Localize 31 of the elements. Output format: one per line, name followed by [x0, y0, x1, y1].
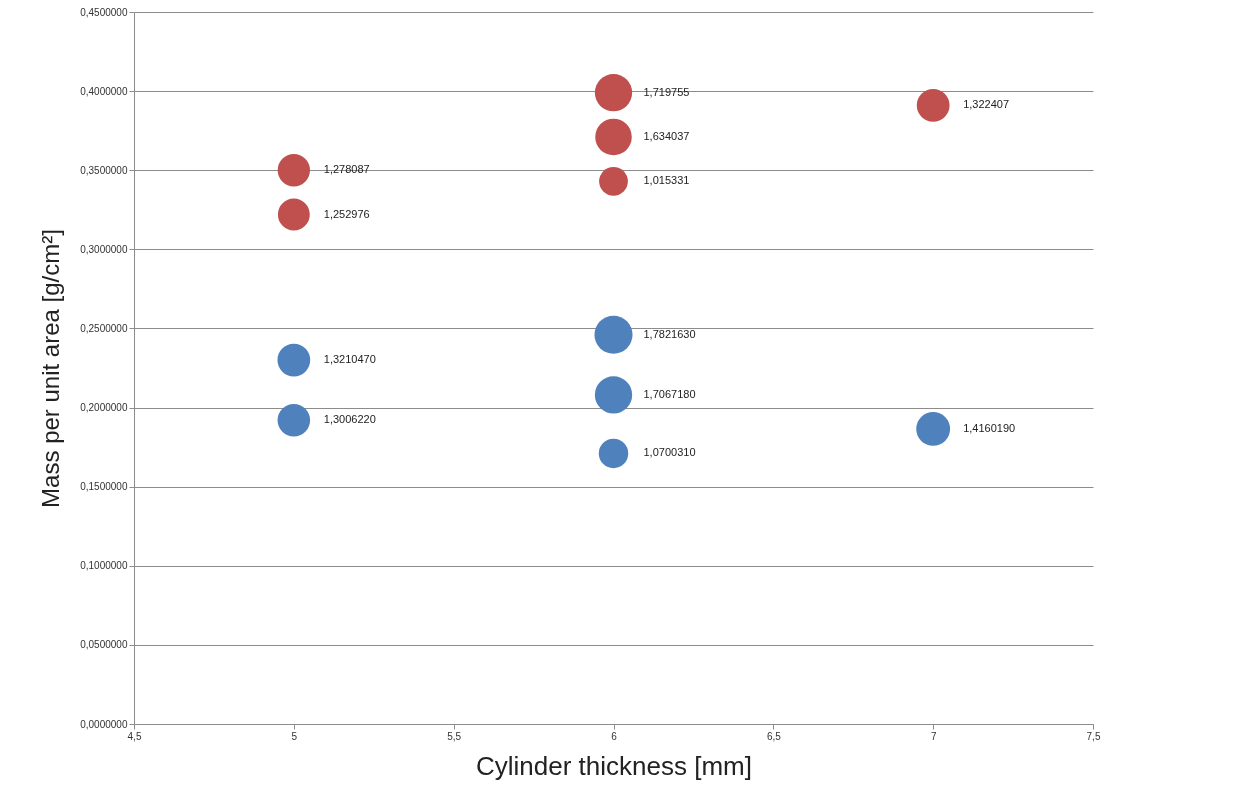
y-tick-label: 0,3500000 — [80, 164, 128, 176]
data-label: 1,7067180 — [643, 387, 696, 400]
data-label: 1,278087 — [323, 163, 370, 176]
data-label: 1,015331 — [643, 174, 690, 187]
y-tick-label: 0,3000000 — [80, 243, 128, 255]
data-label: 1,7821630 — [643, 327, 696, 340]
x-tick-label: 5,5 — [447, 730, 462, 742]
data-label: 1,634037 — [643, 130, 690, 142]
y-tick-label: 0,4500000 — [80, 6, 128, 18]
y-tick-label: 0,2500000 — [80, 322, 128, 334]
data-label: 1,3210470 — [323, 353, 376, 366]
y-tick-label: 0,4000000 — [80, 85, 128, 97]
y-tick-label: 0,0000000 — [80, 718, 128, 730]
data-label: 1,252976 — [323, 207, 370, 220]
data-label: 1,3006220 — [323, 413, 376, 426]
x-tick-label: 6,5 — [766, 730, 782, 742]
data-label: 1,4160190 — [963, 421, 1016, 434]
data-label: 1,322407 — [963, 98, 1010, 111]
y-axis-title: Mass per unit area [g/cm²] — [37, 229, 65, 508]
y-tick-label: 0,1000000 — [80, 560, 128, 572]
y-tick-label: 0,0500000 — [80, 639, 128, 651]
y-tick-label: 0,2000000 — [80, 402, 128, 414]
data-label: 1,719755 — [643, 85, 690, 98]
x-tick-label: 7 — [930, 730, 937, 742]
x-axis-title: Cylinder thickness [mm] — [476, 750, 752, 781]
x-tick-label: 4,5 — [127, 730, 142, 742]
y-tick-label: 0,1500000 — [80, 481, 128, 493]
x-tick-label: 7,5 — [1086, 730, 1101, 742]
x-tick-label: 6 — [611, 730, 618, 742]
x-tick-label: 5 — [291, 730, 298, 742]
data-label: 1,0700310 — [643, 446, 696, 459]
